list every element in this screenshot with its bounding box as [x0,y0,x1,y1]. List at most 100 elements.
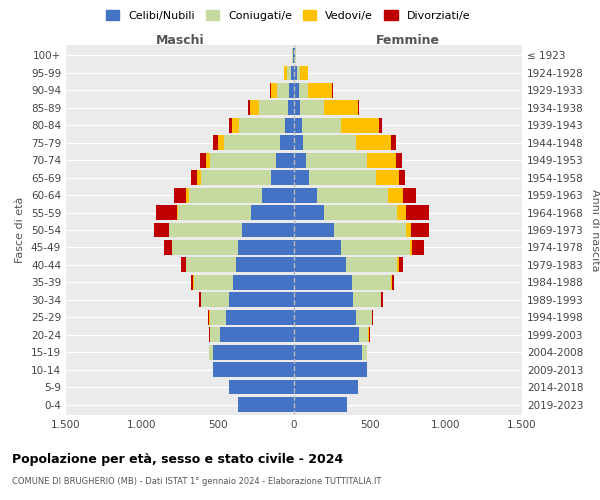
Bar [399,170,405,185]
Bar [397,205,406,220]
Bar [376,170,399,185]
Bar [325,205,397,220]
Bar [412,240,424,255]
Bar [358,100,359,115]
Bar [293,48,294,63]
Bar [302,118,341,132]
Bar [292,48,293,63]
Bar [214,345,294,360]
Bar [309,170,376,185]
Bar [288,100,294,115]
Bar [262,188,294,202]
Bar [392,275,394,290]
Bar [189,188,262,202]
Bar [294,310,356,324]
Bar [294,345,362,360]
Bar [398,258,403,272]
Bar [206,153,211,168]
Bar [294,100,300,115]
Bar [200,153,206,168]
Bar [271,170,294,185]
Bar [229,380,294,394]
Bar [371,310,372,324]
Bar [285,118,294,132]
Bar [208,310,209,324]
Bar [294,328,359,342]
Bar [294,240,341,255]
Bar [294,118,302,132]
Bar [209,328,211,342]
Bar [303,136,356,150]
Bar [300,66,308,80]
Bar [381,292,383,307]
Text: Popolazione per età, sesso e stato civile - 2024: Popolazione per età, sesso e stato civil… [12,452,343,466]
Bar [214,136,218,150]
Bar [276,153,294,168]
Bar [287,66,291,80]
Bar [300,100,325,115]
Bar [236,258,294,272]
Bar [229,292,294,307]
Bar [294,66,297,80]
Bar [346,258,397,272]
Bar [325,100,358,115]
Bar [248,100,250,115]
Bar [294,48,295,63]
Bar [294,83,299,98]
Text: Femmine: Femmine [376,34,440,46]
Bar [232,118,239,132]
Bar [284,66,287,80]
Bar [294,397,347,412]
Bar [388,188,403,202]
Bar [191,275,193,290]
Bar [194,275,233,290]
Bar [291,66,294,80]
Bar [220,328,294,342]
Bar [299,83,308,98]
Bar [341,240,410,255]
Bar [406,205,429,220]
Bar [224,136,280,150]
Bar [294,275,352,290]
Bar [294,136,303,150]
Bar [294,153,306,168]
Bar [294,258,346,272]
Legend: Celibi/Nubili, Coniugati/e, Vedovi/e, Divorziati/e: Celibi/Nubili, Coniugati/e, Vedovi/e, Di… [101,6,475,25]
Bar [177,205,178,220]
Bar [403,188,416,202]
Bar [411,222,429,238]
Bar [186,258,236,272]
Bar [294,292,353,307]
Bar [209,345,214,360]
Bar [251,205,294,220]
Bar [359,328,368,342]
Bar [169,222,242,238]
Bar [218,136,224,150]
Bar [172,240,238,255]
Text: Maschi: Maschi [155,34,205,46]
Bar [154,222,169,238]
Bar [238,240,294,255]
Bar [233,275,294,290]
Bar [239,118,285,132]
Bar [356,310,371,324]
Bar [155,205,177,220]
Bar [181,258,185,272]
Bar [406,222,411,238]
Bar [209,310,211,324]
Bar [259,100,288,115]
Bar [289,83,294,98]
Bar [294,362,367,377]
Bar [317,188,388,202]
Bar [356,136,391,150]
Bar [186,188,189,202]
Bar [211,328,220,342]
Bar [397,258,398,272]
Bar [306,153,367,168]
Bar [201,292,229,307]
Bar [396,153,402,168]
Bar [178,205,251,220]
Y-axis label: Fasce di età: Fasce di età [16,197,25,263]
Bar [294,188,317,202]
Bar [367,153,396,168]
